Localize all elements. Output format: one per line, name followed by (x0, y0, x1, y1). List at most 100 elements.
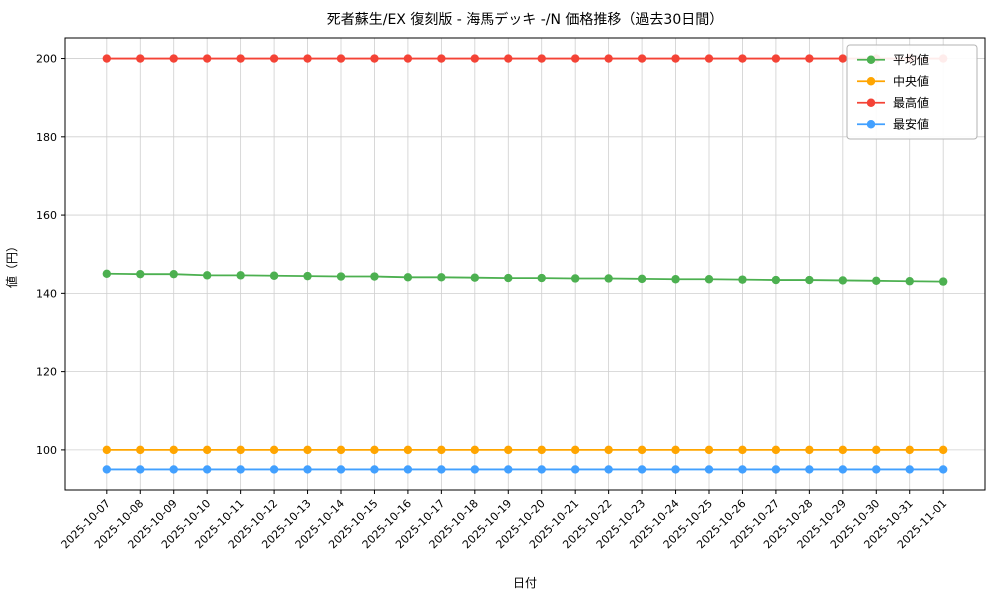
data-point (838, 54, 848, 63)
legend-label: 最高値 (893, 95, 929, 110)
data-point (370, 272, 379, 281)
data-point (805, 445, 814, 455)
plot-border (64, 37, 986, 491)
data-point (938, 445, 948, 455)
data-point (938, 465, 948, 474)
data-point (136, 445, 145, 455)
data-point (537, 465, 546, 474)
data-point (236, 271, 245, 280)
data-point (537, 445, 546, 455)
data-point (470, 465, 480, 474)
y-tick-label: 160 (36, 209, 57, 222)
data-point (637, 54, 647, 63)
data-point (905, 277, 914, 286)
data-point (671, 465, 680, 474)
data-point (738, 275, 747, 284)
data-point (202, 271, 212, 280)
data-point (269, 271, 279, 280)
data-point (537, 273, 546, 283)
data-point (236, 465, 245, 474)
data-point (805, 275, 814, 285)
data-point (872, 465, 881, 474)
data-point (771, 445, 781, 455)
data-point (637, 274, 647, 284)
chart-title: 死者蘇生/EX 復刻版 - 海馬デッキ -/N 価格推移（過去30日間） (327, 11, 724, 28)
data-point (805, 465, 814, 474)
data-point (370, 54, 379, 63)
data-point (805, 54, 814, 63)
data-point (202, 465, 212, 474)
data-point (470, 445, 480, 455)
data-point (236, 445, 245, 455)
legend-label: 中央値 (893, 73, 929, 88)
data-point (370, 465, 379, 474)
series-最安値 (102, 465, 948, 474)
data-point (537, 54, 546, 63)
data-point (671, 445, 680, 455)
data-point (604, 445, 613, 455)
data-point (771, 465, 781, 474)
legend-marker (866, 98, 876, 107)
data-point (403, 54, 413, 63)
data-point (838, 465, 848, 474)
data-point (872, 276, 881, 286)
data-point (771, 275, 781, 285)
y-tick-label: 100 (36, 444, 57, 457)
data-point (570, 54, 580, 63)
legend-marker (866, 77, 876, 86)
legend-label: 最安値 (893, 116, 929, 131)
series-中央値 (102, 445, 948, 455)
data-point (336, 465, 346, 474)
data-point (637, 465, 647, 474)
data-point (838, 445, 848, 455)
data-point (303, 445, 312, 455)
data-point (437, 445, 446, 455)
data-point (504, 273, 513, 283)
data-point (336, 445, 346, 455)
series-line (106, 272, 944, 283)
data-point (169, 269, 178, 279)
data-point (437, 54, 446, 63)
data-point (570, 465, 580, 474)
data-point (303, 271, 312, 281)
data-point (403, 465, 413, 474)
data-point (704, 445, 714, 455)
data-point (303, 465, 312, 474)
data-point (671, 275, 680, 284)
data-point (604, 274, 613, 283)
data-point (102, 445, 112, 455)
data-point (704, 465, 714, 474)
data-point (570, 274, 580, 283)
data-point (738, 465, 747, 474)
data-point (336, 272, 346, 281)
data-point (102, 269, 112, 278)
data-point (671, 54, 680, 63)
data-point (905, 465, 914, 474)
data-point (403, 445, 413, 455)
data-point (704, 275, 714, 284)
data-point (370, 445, 379, 455)
data-point (838, 276, 848, 285)
data-point (136, 54, 145, 63)
y-tick-label: 120 (36, 366, 57, 379)
data-point (637, 445, 647, 455)
data-point (905, 445, 914, 455)
data-point (269, 465, 279, 474)
data-point (169, 465, 178, 474)
plot-area (65, 38, 985, 490)
series-平均値 (102, 269, 948, 286)
y-axis-label: 値（円） (4, 240, 19, 288)
plot-layer: 1001201401601802002025-10-072025-10-0820… (36, 37, 986, 551)
data-point (570, 445, 580, 455)
data-point (202, 445, 212, 455)
data-point (470, 54, 480, 63)
data-point (738, 54, 747, 63)
y-tick-label: 200 (36, 53, 57, 66)
legend-label: 平均値 (893, 52, 929, 67)
data-point (437, 465, 446, 474)
data-point (136, 465, 145, 474)
data-point (604, 54, 613, 63)
data-point (604, 465, 613, 474)
legend-box (846, 44, 978, 140)
